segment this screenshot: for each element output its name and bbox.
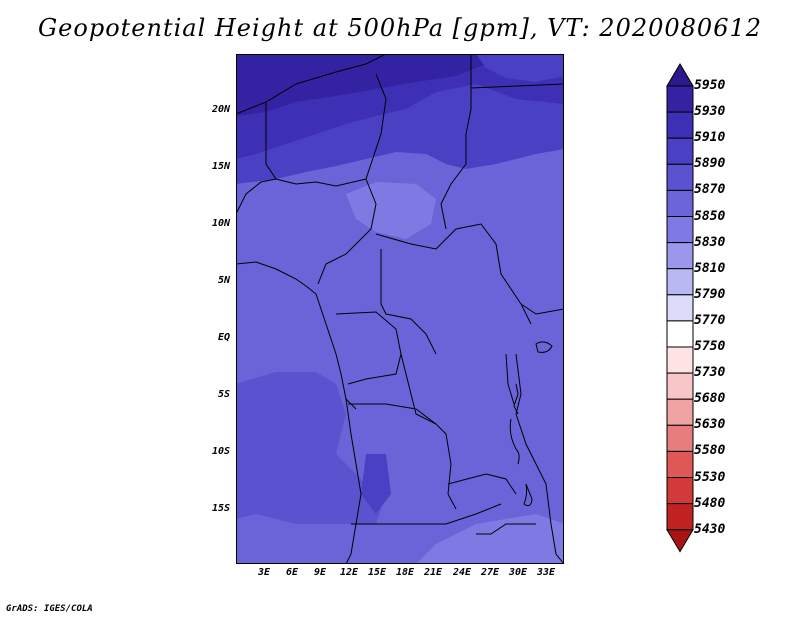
colorbar-box — [666, 189, 694, 217]
colorbar-triangle-bottom — [666, 529, 694, 553]
lon-label: 24E — [452, 567, 472, 578]
colorbar-level-label: 5480 — [694, 495, 726, 511]
map-panel — [236, 54, 564, 564]
lat-label: 20N — [211, 104, 230, 115]
colorbar-box — [666, 137, 694, 165]
colorbar-triangle-top — [666, 63, 694, 87]
contour-band-5850 — [346, 182, 436, 239]
colorbar-box — [666, 477, 694, 505]
lon-label: 30E — [508, 567, 528, 578]
lon-label: 15E — [367, 567, 387, 578]
lon-label: 18E — [395, 567, 415, 578]
colorbar-box — [666, 346, 694, 374]
colorbar-box — [666, 503, 694, 531]
lakes — [509, 341, 553, 507]
colorbar-level-label: 5950 — [694, 78, 726, 93]
map-title: Geopotential Height at 500hPa [gpm], VT:… — [38, 14, 762, 42]
lon-label: 33E — [536, 567, 556, 578]
colorbar-box — [666, 450, 694, 478]
contour-band-5870-sw — [236, 372, 386, 524]
footer-credit: GrADS: IGES/COLA — [6, 604, 93, 614]
contour-band-5890-sw — [361, 454, 391, 514]
colorbar-box — [666, 398, 694, 426]
colorbar-box — [666, 242, 694, 270]
colorbar-level-label: 5730 — [694, 365, 726, 381]
colorbar-box — [666, 372, 694, 400]
lat-label: 5N — [217, 275, 230, 286]
contour-band-5850-s — [416, 514, 564, 564]
lon-label: 21E — [423, 567, 443, 578]
colorbar-level-label: 5930 — [694, 104, 726, 120]
colorbar-level-label: 5830 — [694, 234, 726, 250]
colorbar-level-label: 5580 — [694, 443, 726, 459]
colorbar-level-label: 5850 — [694, 208, 726, 224]
lon-label: 27E — [480, 567, 500, 578]
lon-label: 6E — [285, 567, 299, 578]
lat-label: 10S — [211, 446, 230, 457]
colorbar-box — [666, 294, 694, 322]
lat-label: 15N — [211, 161, 230, 172]
lat-label: 10N — [211, 218, 230, 229]
colorbar-box — [666, 111, 694, 139]
colorbar-level-label: 5870 — [694, 182, 726, 198]
contour-band-5890-ne — [476, 54, 564, 82]
colorbar-level-label: 5890 — [694, 156, 726, 172]
lat-label: EQ — [217, 332, 230, 343]
colorbar-box — [666, 424, 694, 452]
colorbar-box — [666, 163, 694, 191]
lon-label: 12E — [339, 567, 359, 578]
colorbar-level-label: 5750 — [694, 339, 726, 354]
geopotential-map — [236, 54, 564, 564]
colorbar-level-label: 5910 — [694, 130, 726, 146]
lat-label: 15S — [211, 503, 230, 514]
colorbar-box — [666, 320, 694, 348]
colorbar — [666, 63, 694, 553]
lon-label: 3E — [257, 567, 271, 578]
lat-label: 5S — [217, 389, 230, 400]
colorbar-level-label: 5810 — [694, 260, 726, 276]
map-frame — [236, 54, 564, 564]
country-borders — [236, 54, 564, 564]
colorbar-level-label: 5530 — [694, 469, 726, 485]
colorbar-level-label: 5430 — [694, 521, 726, 537]
colorbar-box — [666, 85, 694, 113]
lon-label: 9E — [313, 567, 327, 578]
colorbar-level-label: 5630 — [694, 417, 726, 433]
colorbar-box — [666, 216, 694, 244]
colorbar-level-label: 5770 — [694, 312, 726, 328]
colorbar-level-label: 5790 — [694, 286, 726, 302]
colorbar-level-label: 5680 — [694, 391, 726, 407]
contour-band-5930 — [236, 54, 496, 116]
colorbar-box — [666, 268, 694, 296]
